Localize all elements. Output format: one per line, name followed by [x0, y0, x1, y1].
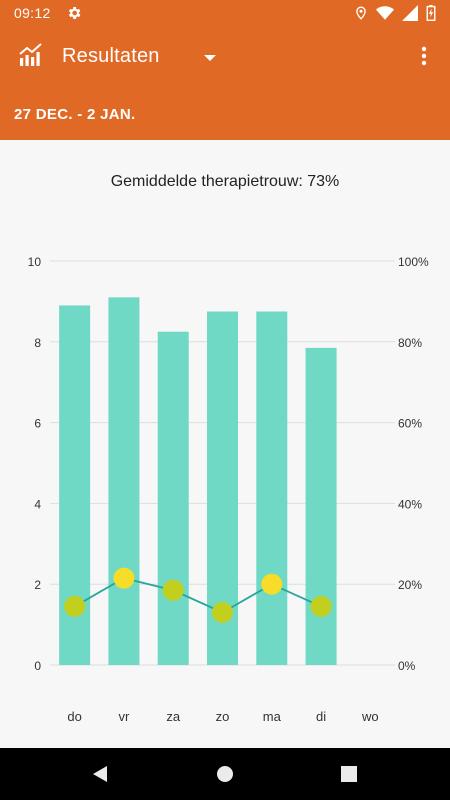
x-axis-tick-label: do: [67, 709, 81, 724]
right-axis-tick-label: 20%: [398, 578, 422, 592]
status-time: 09:12: [14, 5, 51, 21]
navigation-bar: [0, 748, 450, 800]
adherence-point: [162, 579, 184, 601]
left-axis-tick-label: 2: [34, 578, 41, 592]
wifi-icon: [376, 6, 394, 20]
adherence-point: [113, 567, 135, 589]
home-icon[interactable]: [213, 762, 237, 786]
adherence-point: [261, 573, 283, 595]
x-axis-tick-label: za: [166, 709, 181, 724]
x-axis-tick-label: vr: [119, 709, 131, 724]
left-axis-tick-label: 8: [34, 336, 41, 350]
right-axis-tick-label: 100%: [398, 255, 429, 269]
bar: [157, 331, 189, 665]
left-axis-tick-label: 10: [28, 255, 42, 269]
status-bar: 09:12: [0, 0, 450, 26]
adherence-point: [64, 595, 86, 617]
right-axis-tick-label: 80%: [398, 336, 422, 350]
date-range[interactable]: 27 DEC. - 2 JAN.: [14, 106, 136, 123]
adherence-point: [310, 595, 332, 617]
battery-icon: [426, 5, 436, 21]
left-axis-tick-label: 4: [34, 497, 41, 511]
right-axis-tick-label: 0%: [398, 659, 416, 673]
app-title[interactable]: Resultaten: [62, 45, 160, 67]
x-axis-tick-label: zo: [216, 709, 230, 724]
chart-logo-icon[interactable]: [18, 43, 44, 67]
more-vertical-icon[interactable]: [412, 44, 436, 68]
back-icon[interactable]: [88, 762, 112, 786]
adherence-heading: Gemiddelde therapietrouw: 73%: [110, 173, 340, 190]
gear-icon: [68, 7, 81, 19]
app-bar: Resultaten 27 DEC. - 2 JAN.: [0, 26, 450, 140]
signal-icon: [402, 5, 418, 21]
bar: [305, 347, 337, 665]
x-axis-tick-label: ma: [263, 709, 282, 724]
adherence-point: [212, 601, 233, 623]
x-axis-tick-label: di: [316, 709, 326, 724]
bar: [256, 311, 288, 665]
x-axis-tick-label: wo: [361, 709, 379, 724]
right-axis-tick-label: 60%: [398, 417, 422, 431]
bar: [108, 297, 140, 665]
location-icon: [356, 6, 366, 20]
left-axis-tick-label: 0: [34, 659, 41, 673]
right-axis-tick-label: 40%: [398, 497, 422, 511]
caret-down-icon[interactable]: [200, 48, 220, 68]
left-axis-tick-label: 6: [34, 417, 41, 431]
recents-icon[interactable]: [337, 762, 361, 786]
